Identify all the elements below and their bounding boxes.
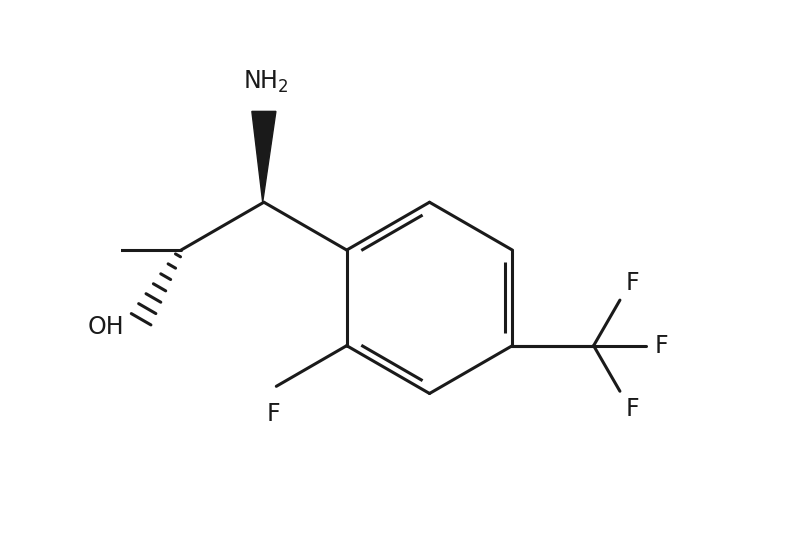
Text: OH: OH [87,315,125,339]
Text: F: F [654,333,668,358]
Text: F: F [626,397,639,421]
Text: F: F [626,270,639,295]
Text: F: F [267,402,281,426]
Text: NH$_2$: NH$_2$ [243,69,288,95]
Polygon shape [252,112,276,202]
